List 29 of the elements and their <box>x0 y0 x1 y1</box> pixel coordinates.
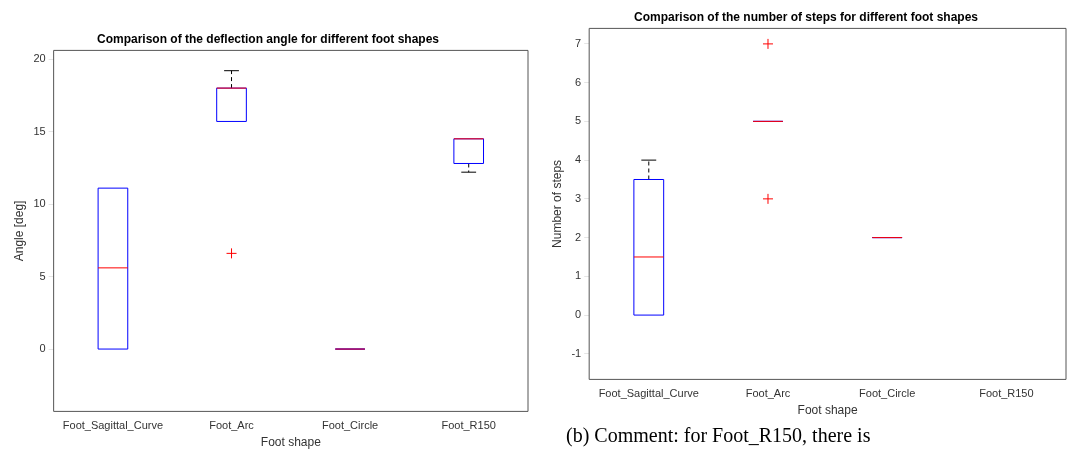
x-tick-label: Foot_Sagittal_Curve <box>62 419 164 432</box>
x-tick-label: Foot_R150 <box>441 419 496 432</box>
y-axis-title: Angle [deg] <box>11 200 26 262</box>
y-tick-label: 5 <box>39 269 46 282</box>
y-tick-label: 4 <box>575 153 582 166</box>
x-tick-label: Foot_Sagittal_Curve <box>598 387 699 400</box>
y-tick-label: 0 <box>39 342 46 355</box>
y-tick-label: 20 <box>33 52 46 65</box>
y-tick-label: 1 <box>575 269 582 282</box>
y-tick-label: 7 <box>575 36 582 49</box>
y-axis-title: Number of steps <box>549 159 564 248</box>
x-tick-label: Foot_Circle <box>859 387 916 400</box>
chart-title: Comparison of the number of steps for different foot shapes <box>633 9 979 24</box>
y-tick-label: 6 <box>575 75 582 88</box>
x-tick-label: Foot_Arc <box>209 419 255 432</box>
y-tick-label: 0 <box>575 308 582 321</box>
x-axis-title: Foot shape <box>797 403 858 418</box>
x-axis-title: Foot shape <box>260 435 322 450</box>
y-tick-label: 10 <box>33 197 46 210</box>
chart-title: Comparison of the deflection angle for different foot shapes <box>96 31 440 46</box>
y-tick-label: 3 <box>575 191 582 204</box>
y-tick-label: 2 <box>575 230 582 243</box>
x-tick-label: Foot_R150 <box>979 387 1034 400</box>
x-tick-label: Foot_Circle <box>321 419 379 432</box>
y-tick-label: 5 <box>575 114 582 127</box>
x-tick-label: Foot_Arc <box>745 387 791 400</box>
y-tick-label: -1 <box>571 346 582 359</box>
text: (b) Comment: for Foot_R150, there is <box>566 424 872 447</box>
y-tick-label: 15 <box>33 124 46 137</box>
